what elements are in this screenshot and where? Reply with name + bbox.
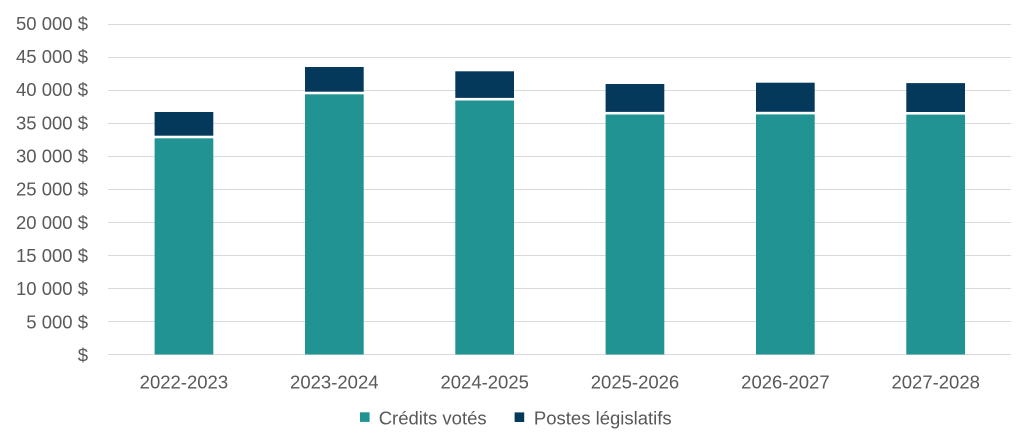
svg-text:2026-2027: 2026-2027 <box>741 371 829 392</box>
svg-text:50 000 $: 50 000 $ <box>16 13 88 34</box>
svg-text:35 000 $: 35 000 $ <box>16 112 88 133</box>
svg-text:Crédits votés: Crédits votés <box>379 407 487 428</box>
svg-text:5 000 $: 5 000 $ <box>26 311 88 332</box>
svg-text:20 000 $: 20 000 $ <box>16 212 88 233</box>
svg-text:2024-2025: 2024-2025 <box>440 371 528 392</box>
svg-text:40 000 $: 40 000 $ <box>16 79 88 100</box>
svg-text:2022-2023: 2022-2023 <box>140 371 228 392</box>
svg-text:25 000 $: 25 000 $ <box>16 179 88 200</box>
svg-text:2027-2028: 2027-2028 <box>891 371 979 392</box>
svg-text:Postes législatifs: Postes législatifs <box>534 407 672 428</box>
svg-text:$: $ <box>78 344 88 365</box>
svg-text:45 000 $: 45 000 $ <box>16 46 88 67</box>
svg-text:30 000 $: 30 000 $ <box>16 146 88 167</box>
svg-text:2025-2026: 2025-2026 <box>591 371 679 392</box>
svg-text:2023-2024: 2023-2024 <box>290 371 378 392</box>
svg-text:15 000 $: 15 000 $ <box>16 245 88 266</box>
svg-text:10 000 $: 10 000 $ <box>16 278 88 299</box>
